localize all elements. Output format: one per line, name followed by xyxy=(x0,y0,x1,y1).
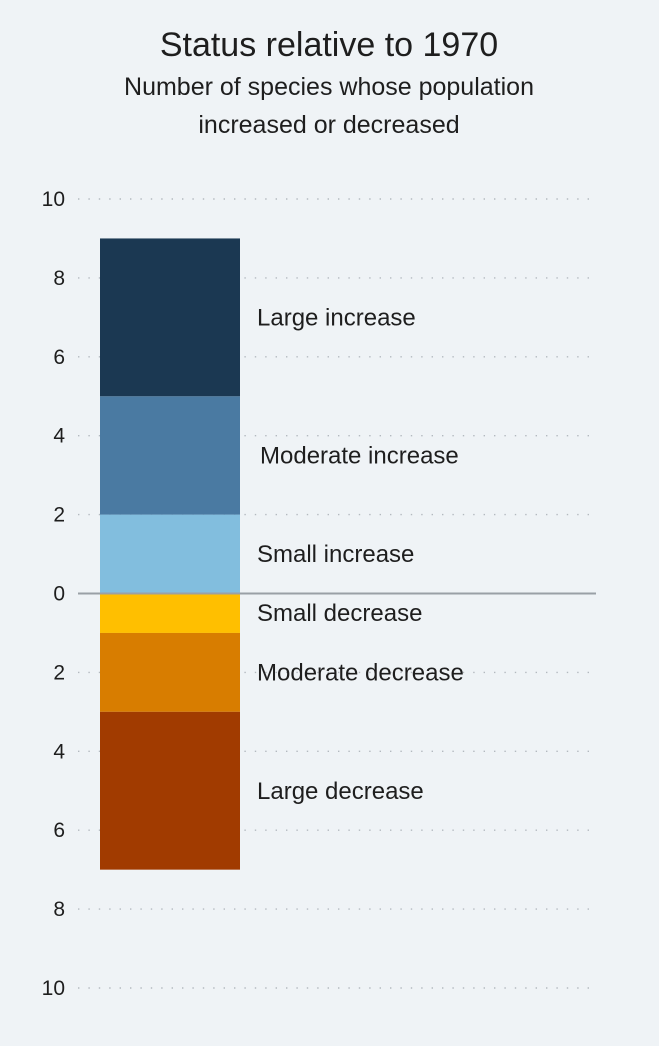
chart-title: Status relative to 1970 xyxy=(160,26,498,64)
segment-label-large-increase: Large increase xyxy=(257,304,416,331)
bar-segment-moderate-decrease xyxy=(100,632,240,712)
segment-labels: Small increase Moderate increase Large inc… xyxy=(257,304,464,804)
y-tick-label-neg-2: 2 xyxy=(53,661,65,684)
bar-segment-large-increase xyxy=(100,238,240,397)
y-tick-label-pos-0: 0 xyxy=(53,583,65,606)
chart-subtitle-line-1: Number of species whose population xyxy=(124,73,534,101)
y-axis-tick-labels: 10 8 6 4 2 0 2 4 6 8 10 xyxy=(42,188,66,1000)
y-tick-label-pos-6: 6 xyxy=(53,346,65,369)
bar-segment-moderate-increase xyxy=(100,396,240,515)
y-tick-label-neg-4: 4 xyxy=(53,740,65,763)
bar-segment-small-decrease xyxy=(100,593,240,633)
segment-label-large-decrease: Large decrease xyxy=(257,778,424,805)
stacked-bar xyxy=(100,238,240,870)
bar-segment-small-increase xyxy=(100,514,240,594)
y-tick-label-pos-8: 8 xyxy=(53,267,65,290)
y-tick-label-pos-2: 2 xyxy=(53,504,65,527)
segment-label-small-decrease: Small decrease xyxy=(257,600,422,627)
bar-segment-large-decrease xyxy=(100,711,240,870)
y-tick-label-neg-10: 10 xyxy=(42,977,65,1000)
y-tick-label-pos-10: 10 xyxy=(42,188,65,211)
chart-subtitle-line-2: increased or decreased xyxy=(198,111,459,139)
y-tick-label-neg-6: 6 xyxy=(53,819,65,842)
y-tick-label-pos-4: 4 xyxy=(53,425,65,448)
segment-label-moderate-increase: Moderate increase xyxy=(260,442,459,469)
segment-label-moderate-decrease: Moderate decrease xyxy=(257,659,464,686)
y-tick-label-neg-8: 8 xyxy=(53,898,65,921)
gridlines xyxy=(78,198,590,989)
segment-label-small-increase: Small increase xyxy=(257,541,414,568)
